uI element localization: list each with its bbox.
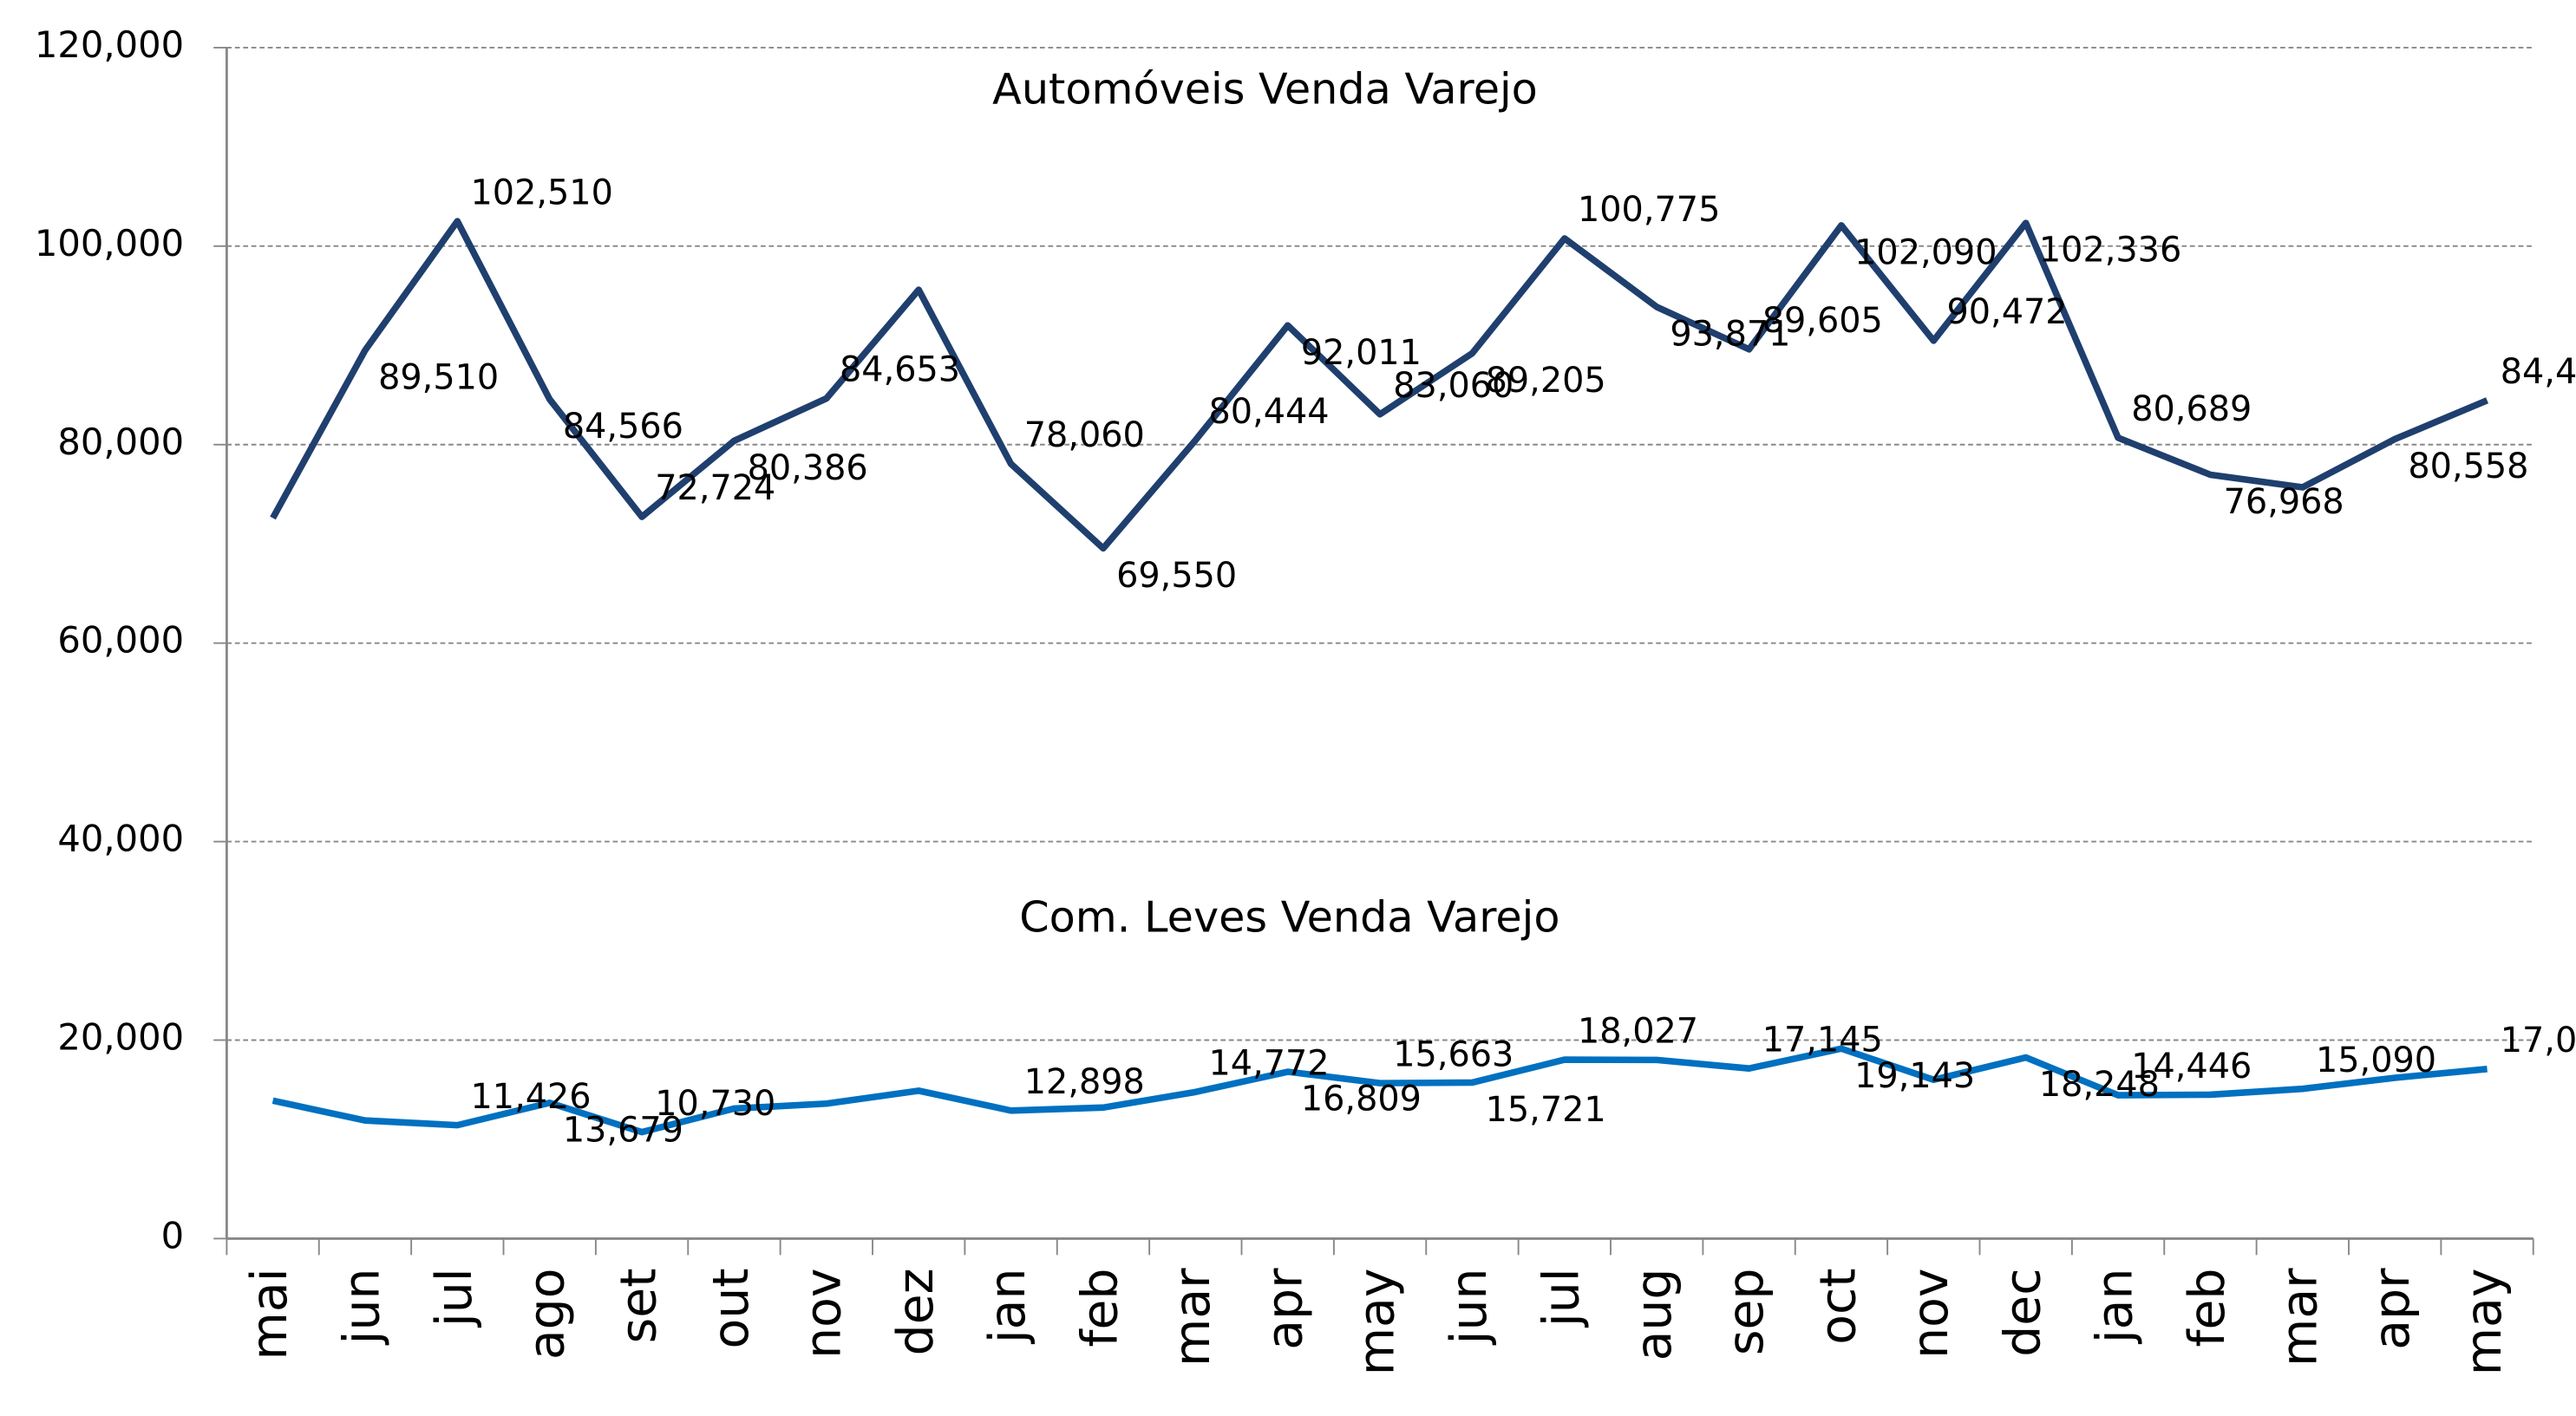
x-tick-label: feb xyxy=(1072,1269,1129,1347)
x-tick-label: apr xyxy=(1256,1268,1313,1350)
data-label: 15,663 xyxy=(1393,1034,1514,1074)
data-label: 13,679 xyxy=(563,1110,683,1150)
x-tick-label: oct xyxy=(1810,1269,1867,1345)
x-tick-label: mar xyxy=(2271,1268,2328,1367)
data-label: 90,472 xyxy=(1946,292,2067,332)
x-tick-label: apr xyxy=(2364,1268,2421,1350)
data-label: 14,772 xyxy=(1208,1044,1329,1084)
x-tick-label: jan xyxy=(979,1269,1036,1346)
series-name: Com. Leves Venda Varejo xyxy=(1019,891,1559,942)
x-tick-label: feb xyxy=(2179,1269,2236,1347)
data-label: 15,090 xyxy=(2316,1041,2436,1080)
x-tick-label: jun xyxy=(1441,1269,1498,1347)
data-label: 17,089 xyxy=(2501,1021,2576,1060)
x-tick-label: nov xyxy=(1902,1269,1959,1359)
data-label: 72,724 xyxy=(655,468,775,508)
data-label: 80,386 xyxy=(748,448,868,488)
x-tick-label: out xyxy=(703,1269,760,1349)
data-label: 92,011 xyxy=(1301,333,1422,373)
x-tick-label: set xyxy=(611,1269,668,1344)
data-label: 102,336 xyxy=(2039,231,2181,271)
series-line xyxy=(270,218,2489,552)
data-label: 16,809 xyxy=(1301,1080,1422,1119)
data-label: 69,550 xyxy=(1116,556,1237,596)
data-label: 15,721 xyxy=(1486,1090,1606,1130)
x-tick-label: jul xyxy=(1533,1269,1590,1329)
x-tick-label: jun xyxy=(334,1269,391,1347)
y-tick-label: 120,000 xyxy=(35,23,184,66)
data-label: 11,426 xyxy=(470,1077,591,1117)
data-label: 100,775 xyxy=(1578,190,1720,230)
x-tick-label: ago xyxy=(518,1269,575,1361)
x-tick-label: mar xyxy=(1164,1268,1221,1367)
data-label: 80,444 xyxy=(1208,392,1329,432)
data-label: 89,205 xyxy=(1486,361,1606,401)
series-name: Automóveis Venda Varejo xyxy=(992,64,1538,114)
x-tick-label: mai xyxy=(241,1269,298,1361)
x-tick-label: aug xyxy=(1625,1269,1683,1361)
data-label: 84,653 xyxy=(840,350,960,390)
y-tick-label: 0 xyxy=(161,1214,185,1256)
x-tick-label: nov xyxy=(794,1269,852,1359)
data-label: 89,605 xyxy=(1762,301,1883,341)
y-tick-label: 60,000 xyxy=(57,619,184,662)
data-label: 80,558 xyxy=(2408,447,2528,486)
data-label: 102,510 xyxy=(470,173,612,212)
y-tick-label: 100,000 xyxy=(35,222,184,264)
data-label: 12,898 xyxy=(1024,1062,1145,1102)
data-label: 84,566 xyxy=(563,407,683,447)
data-label: 17,145 xyxy=(1762,1020,1883,1060)
data-label: 78,060 xyxy=(1024,415,1145,455)
data-label: 18,027 xyxy=(1578,1011,1698,1051)
y-tick-label: 40,000 xyxy=(57,818,184,860)
x-tick-label: jul xyxy=(426,1269,483,1329)
x-tick-label: jan xyxy=(2087,1269,2144,1346)
data-label: 19,143 xyxy=(1854,1056,1975,1096)
data-label: 102,090 xyxy=(1854,233,1997,273)
data-label: 76,968 xyxy=(2224,482,2344,522)
x-tick-label: sep xyxy=(1717,1269,1775,1356)
data-label: 10,730 xyxy=(655,1084,775,1124)
x-tick-label: may xyxy=(2455,1269,2513,1376)
x-tick-label: may xyxy=(1349,1269,1406,1376)
data-label: 93,871 xyxy=(1670,315,1790,355)
data-label: 89,510 xyxy=(378,358,499,398)
series-line xyxy=(271,1045,2488,1136)
data-label: 14,446 xyxy=(2131,1047,2252,1086)
x-tick-label: dec xyxy=(1994,1269,2051,1357)
y-tick-label: 80,000 xyxy=(57,421,184,463)
data-label: 83,060 xyxy=(1393,366,1514,406)
data-label: 84,452 xyxy=(2501,352,2576,392)
x-tick-label: dez xyxy=(887,1269,945,1356)
data-label: 18,248 xyxy=(2039,1065,2160,1105)
data-label: 80,689 xyxy=(2131,389,2252,429)
y-tick-label: 20,000 xyxy=(57,1015,184,1058)
